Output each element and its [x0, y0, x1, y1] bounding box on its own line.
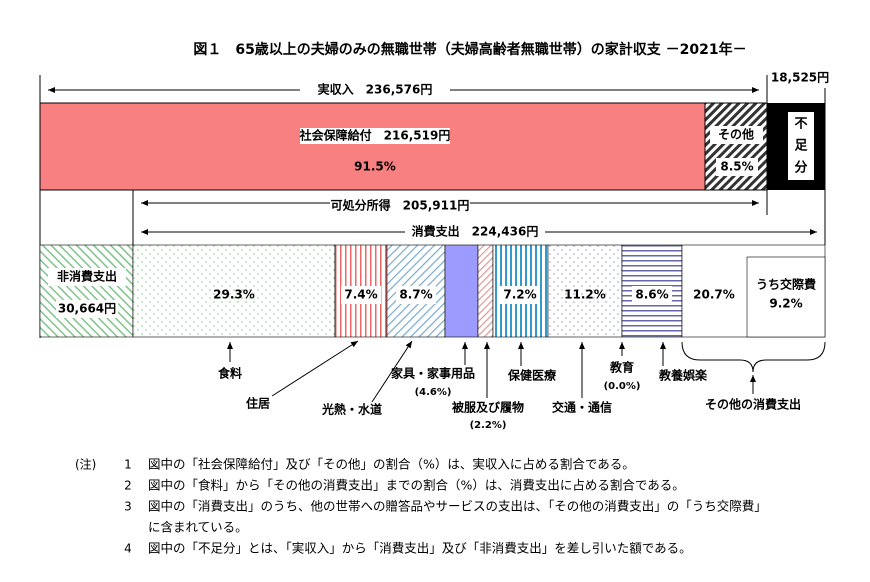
notes-head: (注): [75, 457, 96, 472]
note-num: 2: [124, 479, 132, 493]
label: その他の消費支出: [705, 397, 801, 412]
clothing-bar: [477, 244, 494, 338]
note-text: 図中の「消費支出」のうち、他の世帯への贈答品やサービスの支出は、「その他の消費支…: [148, 499, 767, 514]
social-security-pct: 91.5%: [354, 160, 396, 174]
other-income-pct: 8.5%: [720, 160, 753, 174]
segment-pct: 29.3%: [213, 288, 255, 302]
label-bg: [500, 286, 540, 304]
label-bg: [710, 126, 763, 144]
note-num: 1: [124, 458, 132, 472]
social-expense-box: [746, 256, 826, 338]
note-text: 図中の「社会保障給付」及び「その他」の割合（%）は、実収入に占める割合である。: [148, 457, 635, 472]
label: 保健医療: [507, 368, 556, 383]
label: 教育: [609, 360, 634, 375]
label: 家具・家事用品: [391, 366, 475, 381]
shortfall-char: 分: [794, 160, 807, 176]
note-num: 4: [124, 542, 132, 556]
shortfall-char: 足: [794, 139, 808, 154]
label: 教養娯楽: [658, 368, 708, 383]
shortfall-amount: 18,525円: [771, 71, 829, 85]
label: 交通・通信: [552, 400, 612, 415]
disposable: 可処分所得 205,911円: [331, 198, 470, 213]
label-bg: [405, 224, 545, 240]
label-bg: [48, 268, 126, 286]
label-pct: (0.0%): [604, 381, 641, 392]
social-security: 社会保障給付 216,519円: [299, 128, 451, 143]
label-bg: [56, 300, 118, 318]
label: 光熱・水道: [321, 402, 382, 417]
label-pct: (2.2%): [470, 420, 507, 431]
non-consumption-amount: 30,664円: [58, 302, 116, 316]
segment-pct: 7.4%: [344, 288, 377, 302]
title: 図１ 65歳以上の夫婦のみの無職世帯（夫婦高齢者無職世帯）の家計収支 －2021…: [193, 41, 746, 58]
consumption: 消費支出 224,436円: [412, 224, 539, 239]
label-pct: (4.6%): [415, 387, 452, 398]
segment-pct: 20.7%: [693, 288, 735, 302]
label-bg: [396, 286, 436, 304]
non-consumption: 非消費支出: [57, 269, 117, 284]
label-bg: [632, 286, 672, 304]
furniture-bar: [444, 244, 479, 338]
segment-pct: 8.7%: [399, 288, 432, 302]
label-bg: [716, 158, 758, 176]
shortfall-char: 不: [794, 117, 807, 132]
label: 住居: [246, 396, 270, 411]
note-num: 3: [124, 500, 132, 514]
social-security-bar: [39, 102, 706, 191]
income: 実収入 236,576円: [318, 82, 433, 97]
social-expense-pct: 9.2%: [769, 297, 802, 311]
label-bg: [300, 82, 450, 98]
segment-pct: 7.2%: [503, 288, 536, 302]
label-bg: [300, 128, 450, 144]
pointer: [371, 340, 413, 403]
note-text: 図中の「不足分」とは、「実収入」から「消費支出」及び「非消費支出」を差し引いた額…: [148, 541, 692, 556]
other-income: その他: [718, 127, 754, 142]
label: 被服及び履物: [452, 400, 524, 415]
shortfall-box: [788, 112, 814, 180]
non-consumption-bar: [39, 244, 134, 338]
pointer: [271, 340, 359, 397]
segment-pct: 8.6%: [635, 288, 668, 302]
food-bar: [132, 244, 336, 338]
label: 食料: [217, 366, 242, 381]
segment-pct: 11.2%: [564, 288, 606, 302]
note-text: に含まれている。: [148, 520, 248, 535]
other-income-bar: [704, 102, 768, 191]
brace: [681, 341, 826, 373]
label-bg: [341, 286, 381, 304]
social-expense: うち交際費: [756, 277, 816, 292]
label-bg: [330, 196, 470, 212]
note-text: 図中の「食料」から「その他の消費支出」までの割合（%）は、消費支出に占める割合で…: [148, 478, 685, 493]
